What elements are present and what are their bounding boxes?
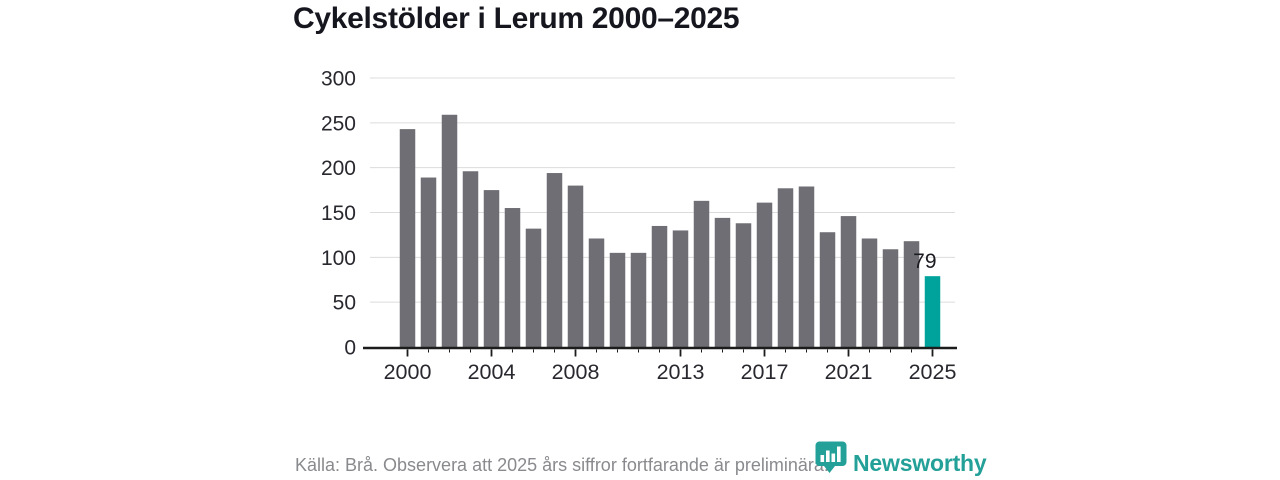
y-tick-label-100: 100 (321, 247, 356, 270)
bar-2010 (609, 252, 626, 347)
bar-2009 (588, 238, 605, 347)
bar-2002 (441, 114, 458, 347)
bar-2004 (483, 190, 500, 347)
bar-2008 (567, 185, 584, 347)
bar-2003 (462, 171, 479, 347)
bar-2000 (399, 129, 416, 347)
bar-2013 (672, 230, 689, 347)
x-tick-label-2017: 2017 (741, 360, 789, 384)
x-tick-label-2025: 2025 (909, 360, 957, 384)
y-tick-label-300: 300 (321, 68, 356, 91)
bar-2022 (861, 238, 878, 347)
bar-2001 (420, 177, 437, 347)
bar-2023 (882, 249, 899, 347)
highlight-value-label: 79 (913, 250, 936, 273)
source-note: Källa: Brå. Observera att 2025 års siffr… (295, 455, 829, 475)
newsworthy-wordmark: Newsworthy (853, 450, 987, 476)
bar-2016 (735, 223, 752, 347)
bar-2006 (525, 228, 542, 347)
y-tick-label-250: 250 (321, 112, 356, 135)
bar-2012 (651, 225, 668, 347)
bar-2025 (924, 276, 941, 347)
bar-2018 (777, 188, 794, 347)
y-tick-label-200: 200 (321, 157, 356, 180)
x-tick-label-2000: 2000 (384, 360, 432, 384)
bar-2019 (798, 186, 815, 347)
y-tick-label-150: 150 (321, 202, 356, 225)
bar-2014 (693, 200, 710, 347)
bar-2015 (714, 217, 731, 347)
y-tick-label-0: 0 (344, 337, 356, 360)
chart-title: Cykelstölder i Lerum 2000–2025 (293, 2, 740, 35)
bar-2007 (546, 173, 563, 347)
newsworthy-brand: Newsworthy (815, 441, 987, 477)
x-tick-label-2021: 2021 (825, 360, 873, 384)
bar-2017 (756, 202, 773, 347)
newsworthy-logo-icon (815, 441, 847, 473)
bar-2005 (504, 208, 521, 347)
bar-2020 (819, 232, 836, 347)
bar-2011 (630, 252, 647, 347)
x-tick-label-2004: 2004 (468, 360, 516, 384)
x-tick-label-2008: 2008 (552, 360, 600, 384)
x-tick-label-2013: 2013 (657, 360, 705, 384)
y-tick-label-50: 50 (333, 292, 356, 315)
bar-2024 (903, 241, 920, 347)
bar-2021 (840, 216, 857, 347)
